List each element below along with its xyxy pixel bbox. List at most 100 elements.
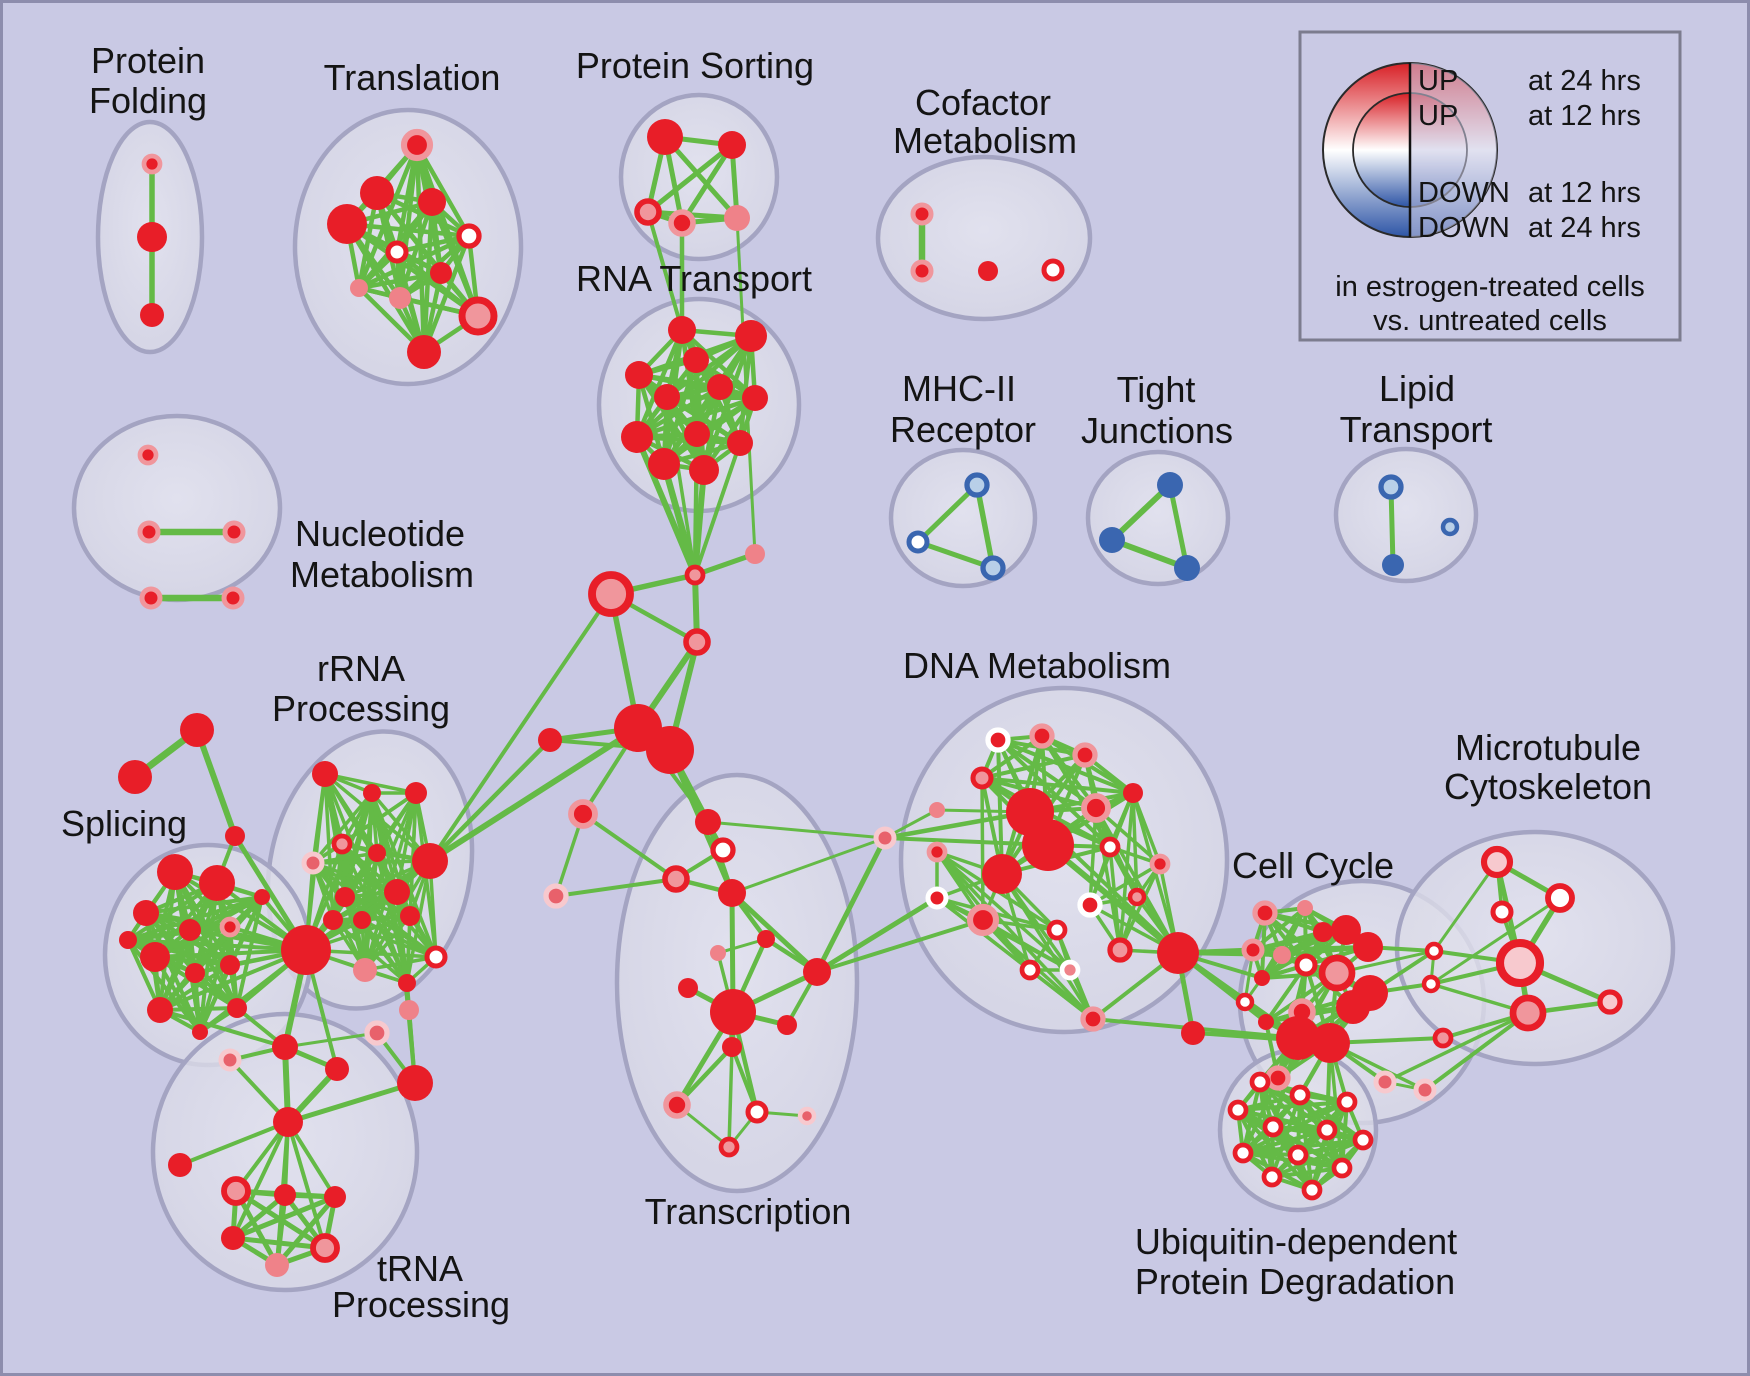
network-node <box>1331 1157 1353 1179</box>
network-node <box>1181 1021 1205 1045</box>
network-edge <box>814 895 940 975</box>
network-edge <box>996 738 1004 876</box>
network-node <box>324 1186 346 1208</box>
network-node <box>384 879 410 905</box>
network-edge <box>311 791 374 865</box>
network-edge <box>814 835 888 975</box>
network-node <box>1107 937 1133 963</box>
network-edge <box>679 142 735 226</box>
network-node <box>1249 1071 1271 1093</box>
network-node <box>1258 1014 1274 1030</box>
network-node <box>1157 932 1199 974</box>
network-node <box>1382 554 1404 576</box>
network-edge <box>1167 482 1190 571</box>
network-edge <box>1270 1166 1344 1179</box>
network-edge <box>1251 930 1325 952</box>
network-node <box>1262 1116 1284 1138</box>
network-node <box>222 520 246 544</box>
network-edge <box>126 938 232 967</box>
network-edge <box>665 395 697 577</box>
network-node <box>1310 1023 1350 1063</box>
network-edge <box>144 895 264 915</box>
cluster-label: Processing <box>332 1284 510 1325</box>
network-edge <box>634 395 758 440</box>
network-edge <box>356 270 444 291</box>
network-node <box>140 942 170 972</box>
network-edge <box>323 772 418 795</box>
network-edge <box>729 890 820 975</box>
network-node <box>405 782 427 804</box>
network-edge <box>662 134 740 221</box>
cluster-label: Tight <box>1117 369 1196 410</box>
network-node <box>137 222 167 252</box>
network-node <box>634 198 662 226</box>
network-node <box>1099 836 1121 858</box>
network-edge <box>414 142 472 239</box>
network-edge <box>1388 484 1396 568</box>
network-node <box>722 1037 742 1057</box>
network-node <box>1352 1129 1374 1151</box>
network-node <box>312 761 338 787</box>
network-node <box>1029 723 1055 749</box>
network-edge <box>1118 862 1162 952</box>
network-node <box>910 202 934 226</box>
network-node <box>323 910 343 930</box>
network-node <box>543 883 569 909</box>
network-edge <box>235 895 264 1010</box>
network-node <box>1294 953 1318 977</box>
cluster-label: Cofactor <box>915 82 1051 123</box>
network-edge <box>1328 1041 1344 1170</box>
network-node <box>147 997 173 1023</box>
network-node <box>1077 892 1103 918</box>
network-node <box>310 1233 340 1263</box>
network-edge <box>730 1045 759 1114</box>
cluster-ellipse-mhc-ii-receptor <box>888 447 1038 589</box>
cluster-label: Nucleotide <box>295 513 465 554</box>
network-node <box>803 958 831 986</box>
cluster-label: Protein Degradation <box>1135 1261 1455 1302</box>
network-edge <box>980 753 1087 780</box>
network-node <box>654 384 680 410</box>
network-node <box>1276 1016 1320 1060</box>
network-node <box>1046 919 1068 941</box>
network-node <box>220 955 240 975</box>
network-node <box>678 978 698 998</box>
network-node <box>1227 1099 1249 1121</box>
cluster-label: Receptor <box>890 409 1036 450</box>
legend: UP at 24 hrs UP at 12 hrs DOWN at 12 hrs DOWN a… <box>1298 30 1682 342</box>
network-edge <box>1175 950 1301 1041</box>
network-node <box>777 1015 797 1035</box>
network-node <box>689 455 719 485</box>
network-node <box>1331 915 1361 945</box>
legend-time-label: at 24 hrs <box>1528 212 1641 244</box>
network-node <box>1432 1027 1454 1049</box>
network-node <box>718 131 746 159</box>
network-node <box>646 726 694 774</box>
network-node <box>710 945 726 961</box>
network-node <box>327 204 367 244</box>
cluster-ellipse-nucleotide-metabolism <box>71 413 283 603</box>
network-node <box>625 361 653 389</box>
cluster-label: rRNA <box>317 648 405 689</box>
network-edge <box>428 592 613 863</box>
network-edge <box>429 199 481 319</box>
network-node <box>1022 819 1074 871</box>
cluster-label: tRNA <box>377 1248 463 1289</box>
cluster-label: Lipid <box>1379 368 1455 409</box>
network-node <box>910 259 934 283</box>
legend-box <box>1298 30 1682 342</box>
network-node <box>185 963 205 983</box>
network-node <box>424 945 448 969</box>
network-node <box>398 974 416 992</box>
cluster-label: Cytoskeleton <box>1444 766 1652 807</box>
network-node <box>648 448 680 480</box>
network-edge <box>427 725 641 864</box>
network-node <box>221 1176 251 1206</box>
network-node <box>684 564 706 586</box>
network-edge <box>581 812 678 881</box>
cluster-ellipse-tight-junctions <box>1085 449 1231 587</box>
network-edge <box>730 836 887 895</box>
network-edge <box>554 877 678 898</box>
